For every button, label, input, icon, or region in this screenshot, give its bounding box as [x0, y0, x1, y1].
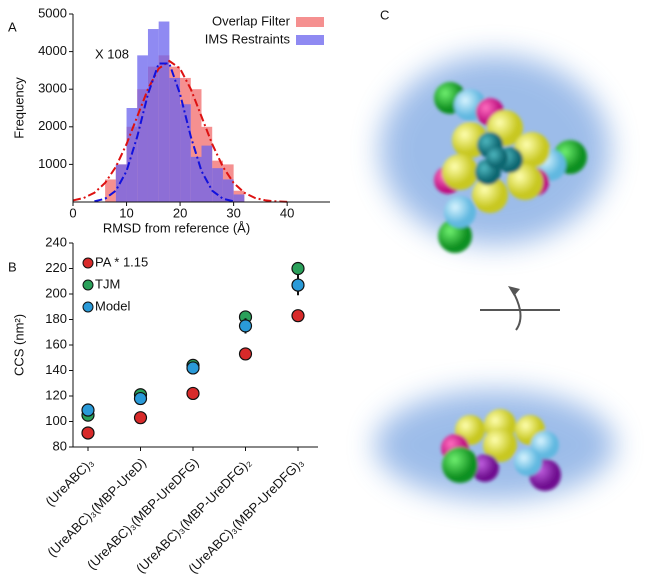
- histogram-bar: [147, 29, 159, 203]
- histogram-bar: [126, 108, 138, 202]
- y-tick-label: 2000: [38, 118, 67, 133]
- legend-label: Model: [95, 298, 131, 313]
- point: [238, 347, 253, 361]
- y-axis-label: CCS (nm²): [11, 314, 26, 376]
- panel-label: A: [8, 19, 17, 34]
- legend-marker: [82, 301, 94, 313]
- legend-swatch: [296, 17, 324, 27]
- y-tick-label: 140: [45, 362, 67, 377]
- x-tick-label: 20: [173, 205, 187, 220]
- x-tick-label: 30: [226, 205, 240, 220]
- histogram-bar: [201, 145, 213, 202]
- point: [186, 386, 200, 401]
- point: [291, 309, 305, 323]
- rotation-icon: [480, 286, 560, 331]
- point: [291, 278, 305, 292]
- legend-marker: [82, 279, 94, 291]
- y-axis-label: Frequency: [11, 77, 26, 139]
- legend-marker: [82, 257, 94, 269]
- histogram-bar: [212, 168, 223, 202]
- y-tick-label: 120: [45, 387, 67, 402]
- x-tick-label: 40: [280, 205, 294, 220]
- histogram-bar: [190, 156, 202, 202]
- y-tick-label: 4000: [38, 43, 67, 58]
- y-tick-label: 3000: [38, 81, 67, 96]
- legend-swatch: [296, 35, 324, 45]
- point: [81, 403, 95, 417]
- histogram-bar: [190, 89, 202, 202]
- point: [238, 319, 253, 333]
- histogram-bar: [169, 77, 181, 202]
- y-tick-label: 240: [45, 234, 67, 249]
- x-tick-label: (UreABC)₃: [42, 455, 96, 509]
- histogram-bar: [105, 179, 116, 202]
- y-tick-label: 220: [45, 260, 67, 275]
- annotation: X 108: [95, 46, 129, 61]
- x-tick-label: (UreABC)₃(MBP-UreD): [44, 455, 149, 560]
- point: [133, 411, 148, 425]
- legend-label: TJM: [95, 276, 120, 291]
- point: [81, 426, 95, 440]
- x-tick-label: 10: [119, 205, 133, 220]
- y-tick-label: 100: [45, 413, 67, 428]
- y-tick-label: 160: [45, 336, 67, 351]
- point: [133, 391, 148, 406]
- legend-label: Overlap Filter: [212, 13, 291, 28]
- fit-curve: [72, 59, 288, 203]
- y-tick-label: 180: [45, 311, 67, 326]
- histogram-bar: [158, 21, 170, 202]
- y-tick-label: 80: [53, 438, 67, 453]
- histogram-bar: [137, 55, 148, 202]
- y-tick-label: 200: [45, 285, 67, 300]
- point: [186, 361, 200, 375]
- legend-label: IMS Restraints: [205, 31, 291, 46]
- histogram-bar: [222, 179, 234, 202]
- legend-label: PA * 1.15: [95, 254, 148, 269]
- point: [291, 261, 305, 276]
- histogram-bar: [115, 164, 127, 202]
- histogram-bar: [233, 194, 245, 202]
- x-axis-label: RMSD from reference (Å): [103, 220, 250, 235]
- molecule-top-view: [380, 55, 610, 253]
- histogram-bar: [180, 104, 191, 202]
- y-tick-label: 1000: [38, 156, 67, 171]
- molecule-side-view: [375, 390, 615, 500]
- panel-label: C: [380, 7, 389, 22]
- x-tick-label: 0: [69, 205, 76, 220]
- panel-label: B: [8, 259, 17, 274]
- y-tick-label: 5000: [38, 5, 67, 20]
- fit-curve: [94, 62, 234, 203]
